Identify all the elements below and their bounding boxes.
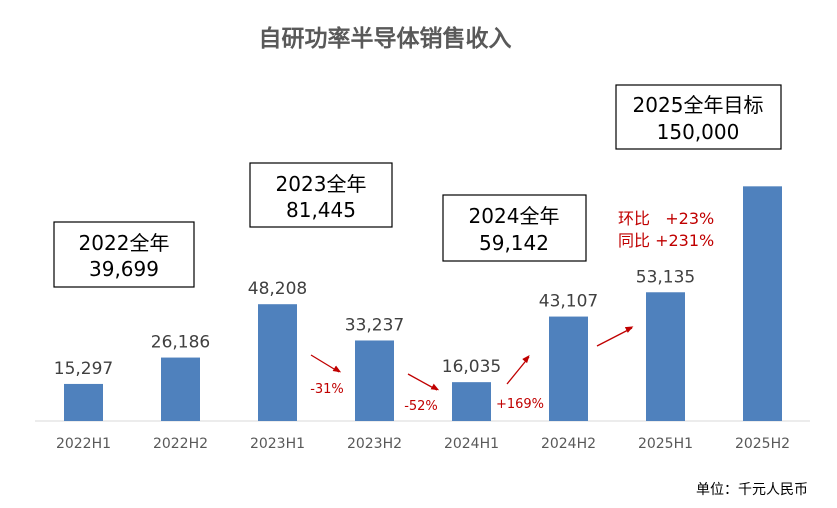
annual-box-2023: 2023全年 81,445 [249, 162, 393, 228]
data-label: 15,297 [54, 359, 113, 379]
change-label: +169% [496, 397, 544, 412]
data-label: 26,186 [151, 333, 210, 353]
x-tick-label: 2022H1 [56, 436, 111, 452]
annual-box-value: 39,699 [89, 257, 159, 281]
annual-box-label: 2022全年 [79, 231, 170, 255]
annual-box-2024: 2024全年 59,142 [442, 194, 587, 262]
x-tick-label: 2025H2 [735, 436, 790, 452]
bar-2024H1 [452, 382, 491, 421]
chart-title: 自研功率半导体销售收入 [259, 25, 512, 52]
data-label: 33,237 [345, 315, 404, 335]
x-tick-label: 2023H1 [250, 436, 305, 452]
annual-box-2022: 2022全年 39,699 [53, 221, 195, 288]
annual-box-2025-target: 2025全年目标 150,000 [615, 84, 782, 150]
data-label: 16,035 [442, 357, 501, 377]
change-label: -31% [310, 382, 344, 397]
annual-box-value: 150,000 [657, 120, 740, 144]
change-arrow-down [310, 354, 342, 373]
x-tick-label: 2025H1 [638, 436, 693, 452]
qoq-growth-note: 环比 +23% [618, 209, 714, 228]
yoy-growth-note: 同比 +231% [618, 231, 714, 250]
bar-2022H1 [64, 383, 103, 421]
annual-box-value: 81,445 [286, 198, 356, 222]
data-label: 53,135 [636, 267, 695, 287]
annual-box-label: 2023全年 [276, 172, 367, 196]
data-label: 43,107 [539, 292, 598, 312]
bar-2025H1 [646, 292, 685, 421]
x-tick-label: 2024H2 [541, 436, 596, 452]
change-arrow-up [596, 326, 634, 347]
bar-2024H2 [549, 316, 588, 421]
bar-2025H2 [743, 186, 782, 421]
unit-note: 单位：千元人民币 [696, 482, 808, 498]
annual-box-value: 59,142 [479, 231, 549, 255]
change-arrow-down [407, 373, 440, 391]
data-label: 48,208 [248, 279, 307, 299]
x-tick-label: 2024H1 [444, 436, 499, 452]
change-arrow-up [506, 354, 530, 385]
change-label: -52% [404, 399, 438, 414]
x-tick-label: 2023H2 [347, 436, 402, 452]
x-tick-label: 2022H2 [153, 436, 208, 452]
bar-2023H2 [355, 340, 394, 421]
bar-2023H1 [258, 304, 297, 421]
annual-box-label: 2024全年 [469, 204, 560, 228]
annual-box-label: 2025全年目标 [633, 93, 764, 117]
bar-2022H2 [161, 357, 200, 421]
